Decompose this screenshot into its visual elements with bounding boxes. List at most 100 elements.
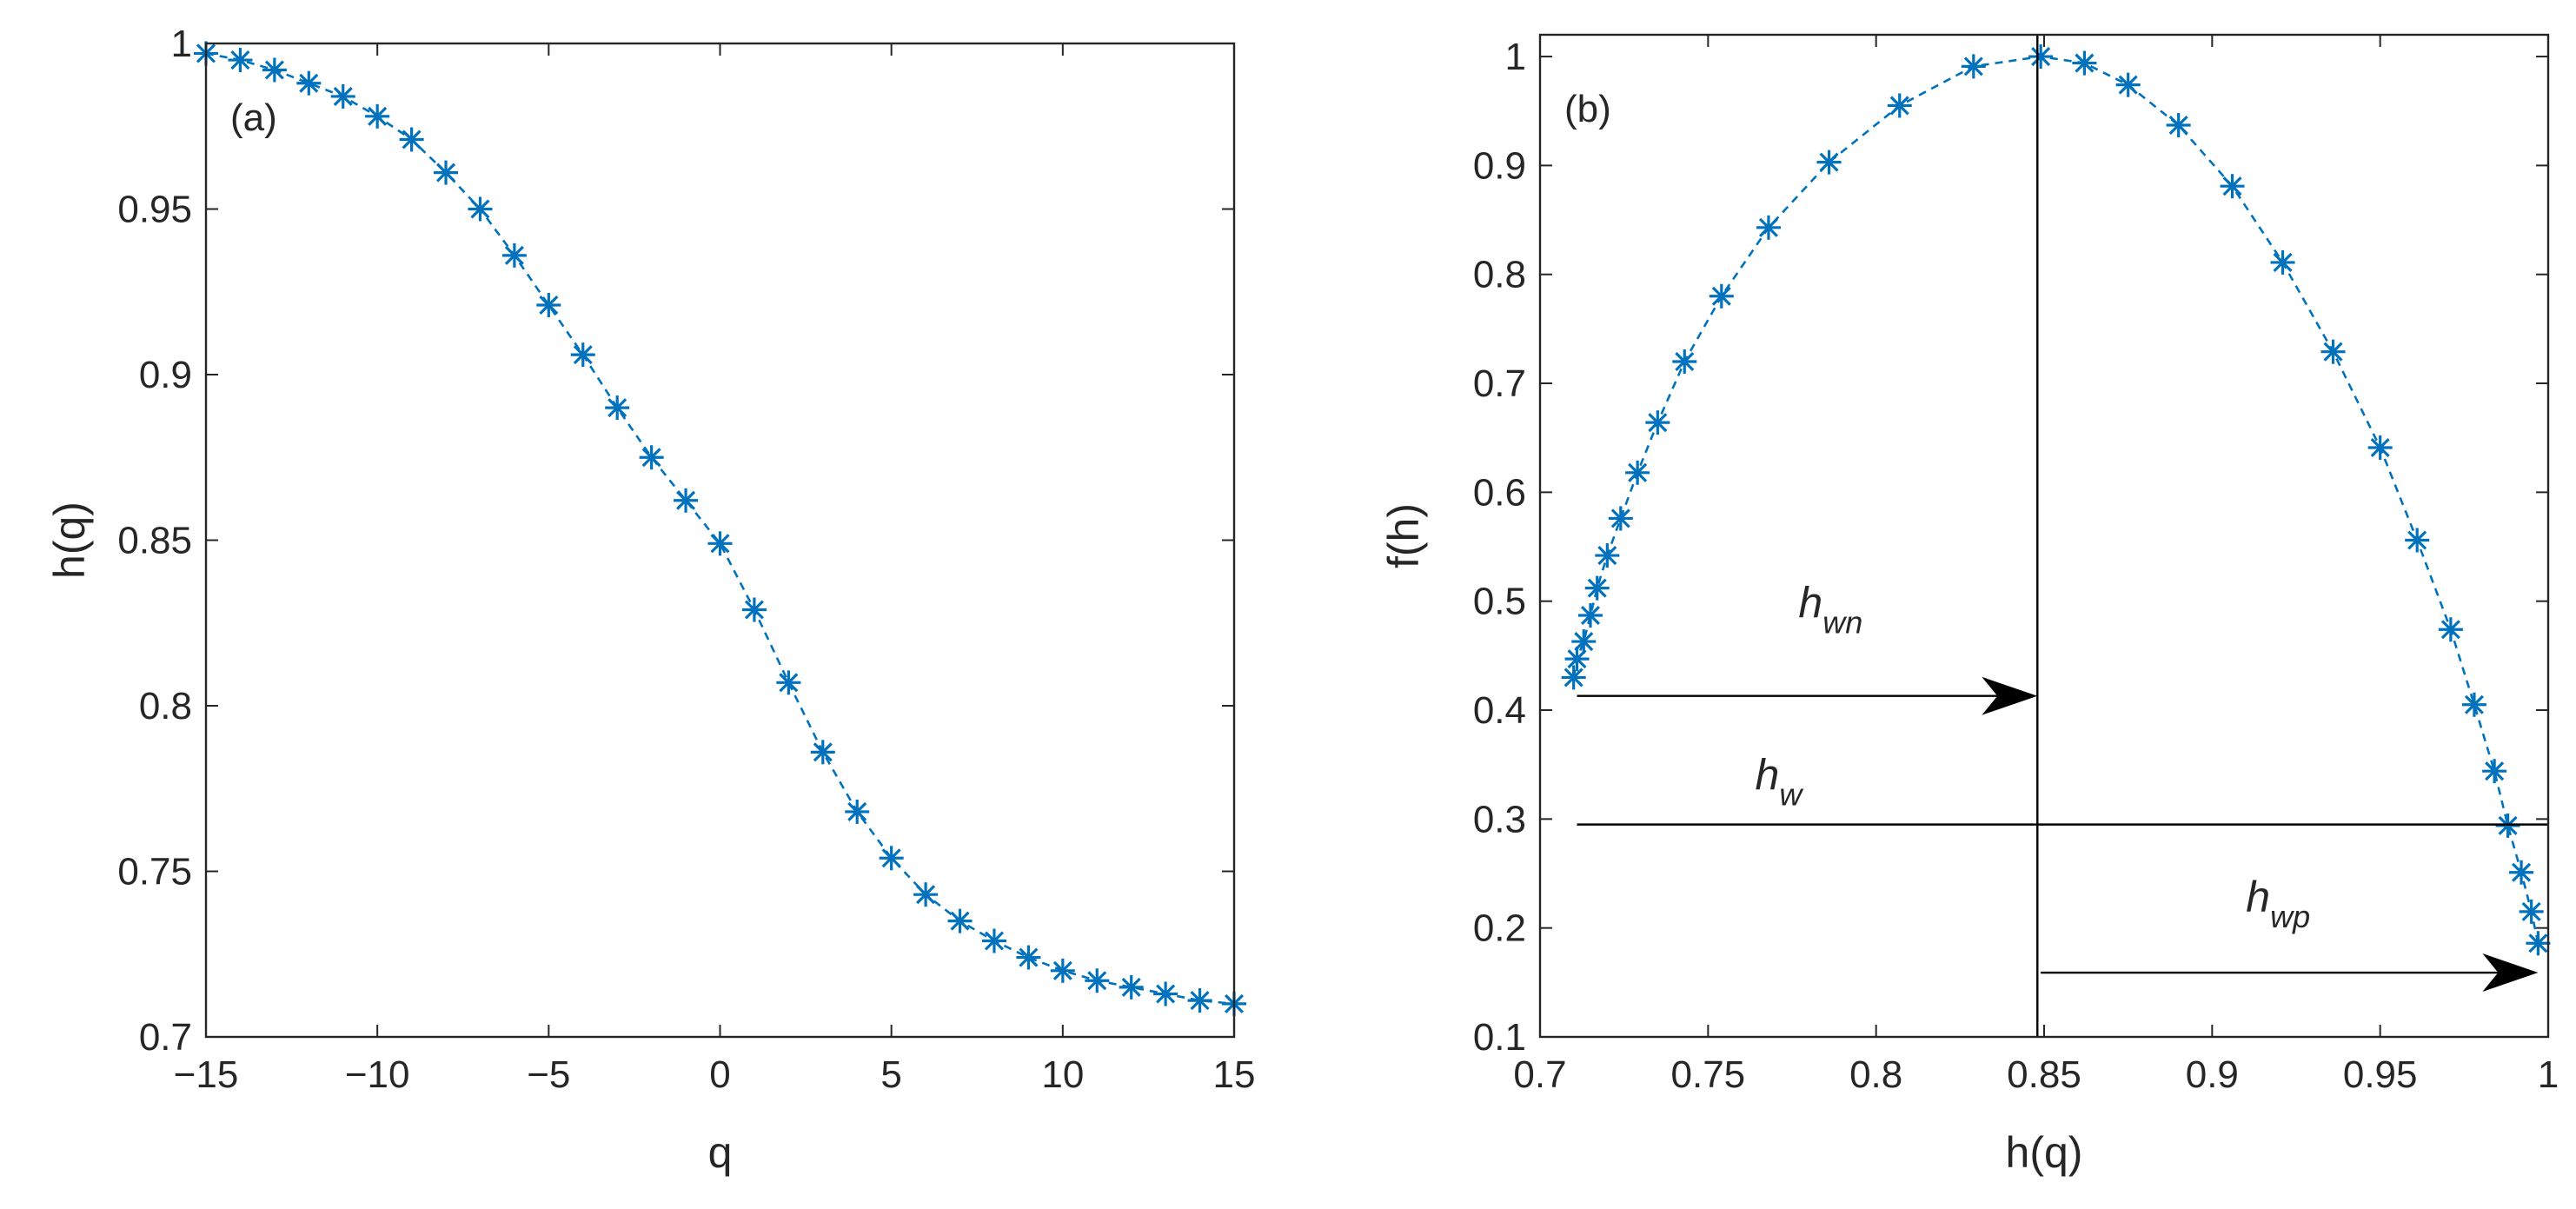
panel-b-series <box>1561 44 2551 956</box>
y-tick-label: 0.1 <box>1473 1016 1526 1059</box>
panel-b: 0.7 0.75 0.8 0.85 0.9 0.95 1 0.1 0.2 0.3 0.4 0.5 0.6… <box>1379 33 2559 1177</box>
y-tick-label: 0.85 <box>117 520 192 562</box>
h-wp-arrow <box>2041 953 2539 993</box>
y-tick-label: 0.4 <box>1473 689 1526 732</box>
data-point <box>1608 506 1633 531</box>
data-point <box>1578 602 1603 628</box>
data-point <box>707 531 733 556</box>
panel-a-xlabel: q <box>708 1128 733 1177</box>
data-point <box>2072 50 2097 76</box>
h-wn-arrow <box>1577 676 2038 715</box>
data-point <box>399 127 424 152</box>
x-tick-label: 1 <box>2538 1053 2559 1096</box>
data-point <box>2367 435 2393 460</box>
data-point <box>1085 968 1110 993</box>
x-tick-label: −15 <box>174 1053 239 1096</box>
data-point <box>434 160 459 185</box>
data-point <box>501 242 527 268</box>
data-point <box>1625 460 1650 485</box>
panel-b-ticks: 0.7 0.75 0.8 0.85 0.9 0.95 1 0.1 0.2 0.3 0.4 0.5 0.6… <box>1473 35 2559 1096</box>
data-point <box>2166 113 2191 138</box>
panel-a-label: (a) <box>230 96 277 139</box>
data-point <box>2405 528 2430 553</box>
data-point <box>536 292 561 317</box>
panel-a: −15 −10 −5 0 5 10 15 0.7 0.75 0.8 0.85 0.9 0.95 1 (a)… <box>45 23 1255 1177</box>
data-point <box>981 928 1006 953</box>
data-point <box>1584 575 1610 601</box>
data-point <box>1645 410 1670 435</box>
data-point <box>1153 981 1178 1006</box>
data-point <box>2028 44 2054 70</box>
data-point <box>468 196 493 222</box>
data-point <box>2509 860 2534 885</box>
data-point <box>605 395 630 421</box>
data-point <box>2495 813 2520 838</box>
x-tick-label: 10 <box>1041 1053 1084 1096</box>
data-point <box>674 488 699 513</box>
x-tick-label: −5 <box>527 1053 570 1096</box>
data-point <box>2115 72 2141 97</box>
panel-a-ticks: −15 −10 −5 0 5 10 15 0.7 0.75 0.8 0.85 0.9 0.95 1 <box>117 23 1255 1096</box>
x-tick-label: 0 <box>709 1053 730 1096</box>
data-point <box>913 882 939 907</box>
data-point <box>1961 54 1986 79</box>
panel-b-label: (b) <box>1564 88 1611 130</box>
y-tick-label: 0.7 <box>1473 362 1526 405</box>
y-tick-label: 0.8 <box>139 685 192 727</box>
data-point <box>2220 174 2245 199</box>
data-point <box>1595 543 1620 568</box>
panel-a-series <box>194 41 1246 1016</box>
data-point <box>776 670 801 695</box>
data-point <box>2519 899 2544 924</box>
y-tick-label: 0.2 <box>1473 907 1526 950</box>
data-point <box>845 799 870 824</box>
data-point <box>1119 974 1144 1000</box>
data-point <box>570 342 595 368</box>
data-point <box>947 908 973 933</box>
x-tick-label: 0.75 <box>1671 1053 1746 1096</box>
data-point <box>296 70 322 96</box>
data-point <box>1564 647 1590 672</box>
y-tick-label: 0.6 <box>1473 471 1526 514</box>
data-point <box>2461 692 2486 717</box>
y-tick-label: 1 <box>171 23 192 65</box>
data-point <box>1187 988 1212 1013</box>
data-point <box>639 445 664 470</box>
y-tick-label: 0.5 <box>1473 581 1526 623</box>
data-point <box>1571 629 1597 654</box>
data-point <box>1887 93 1912 118</box>
data-point <box>741 597 767 622</box>
x-tick-label: 5 <box>880 1053 901 1096</box>
data-point <box>810 740 835 765</box>
data-point <box>1709 283 1734 309</box>
y-tick-label: 1 <box>1505 36 1526 78</box>
x-tick-label: 0.95 <box>2343 1053 2418 1096</box>
panel-a-ylabel: h(q) <box>45 502 94 579</box>
data-point <box>365 103 390 129</box>
h-w-annotation: hw <box>1756 751 1804 813</box>
data-point <box>1672 349 1697 374</box>
data-point <box>330 83 355 109</box>
data-point <box>1016 945 1041 970</box>
data-point <box>1050 958 1075 983</box>
panel-b-axes-box <box>1538 33 2550 1039</box>
y-tick-label: 0.95 <box>117 189 192 231</box>
h-wp-annotation: hwp <box>2246 873 2310 934</box>
x-tick-label: 0.85 <box>2007 1053 2081 1096</box>
y-tick-label: 0.7 <box>139 1016 192 1059</box>
data-point <box>2482 759 2507 784</box>
data-point <box>2526 931 2551 956</box>
x-tick-label: 0.9 <box>2186 1053 2239 1096</box>
panel-a-axes-box <box>204 42 1236 1039</box>
x-tick-label: 15 <box>1213 1053 1256 1096</box>
data-point <box>879 846 904 871</box>
data-point <box>2270 249 2295 275</box>
data-point <box>1756 215 1781 240</box>
y-tick-label: 0.9 <box>1473 144 1526 187</box>
x-tick-label: 0.7 <box>1513 1053 1566 1096</box>
x-tick-label: −10 <box>345 1053 410 1096</box>
y-tick-label: 0.3 <box>1473 798 1526 840</box>
data-point <box>1816 149 1842 175</box>
